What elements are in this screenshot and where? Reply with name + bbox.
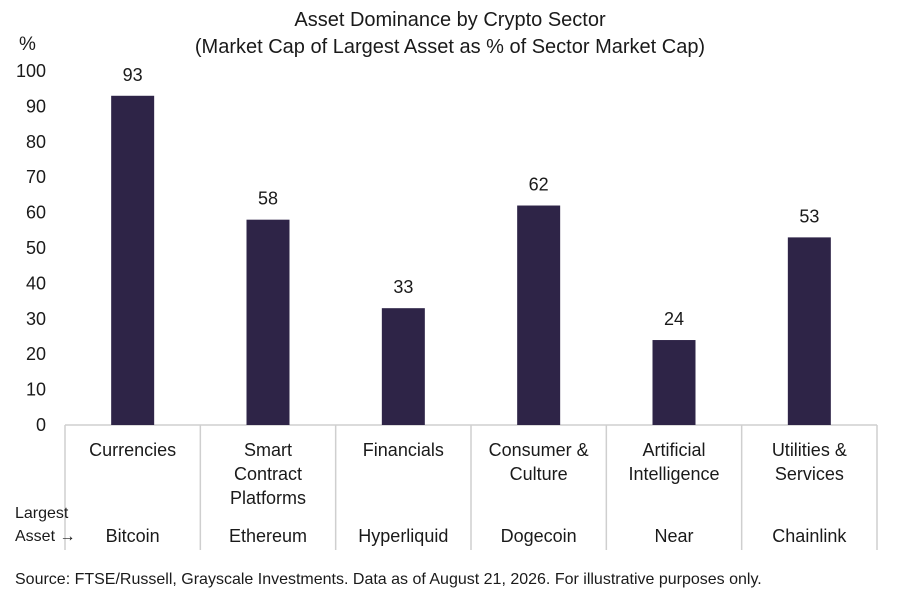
largest-asset-label-line-2: Asset → [15,528,76,545]
data-label: 53 [799,206,819,226]
data-label: 93 [123,65,143,85]
bar [246,219,290,425]
y-tick-label: 20 [26,344,46,364]
category-label: Financials [363,440,444,460]
category-label: Intelligence [628,464,719,484]
y-tick-label: 50 [26,238,46,258]
category-label: Artificial [642,440,705,460]
data-label: 33 [393,277,413,297]
y-tick-label: 100 [16,61,46,81]
y-tick-label: 0 [36,415,46,435]
largest-asset-name: Hyperliquid [358,526,448,546]
category-label: Consumer & [489,440,589,460]
bar [111,95,155,425]
y-tick-label: 80 [26,132,46,152]
y-tick-label: 40 [26,273,46,293]
category-label: Platforms [230,488,306,508]
chart-title: Asset Dominance by Crypto Sector [294,9,606,31]
y-tick-label: 90 [26,96,46,116]
largest-asset-name: Chainlink [772,526,847,546]
category-label: Currencies [89,440,176,460]
largest-asset-name: Bitcoin [106,526,160,546]
chart-subtitle: (Market Cap of Largest Asset as % of Sec… [194,36,706,58]
category-label: Utilities & [772,440,847,460]
y-tick-label: 60 [26,203,46,223]
y-axis-unit-label: % [19,34,36,55]
category-label: Contract [234,464,302,484]
source-note: Source: FTSE/Russell, Grayscale Investme… [15,571,762,588]
largest-asset-name: Ethereum [229,526,307,546]
category-label: Culture [510,464,568,484]
data-label: 24 [664,309,684,329]
bar [787,237,831,425]
largest-asset-label-line-1: Largest [15,505,69,522]
y-tick-label: 70 [26,167,46,187]
category-label: Smart [244,440,292,460]
y-tick-label: 30 [26,309,46,329]
bar [517,205,561,425]
y-tick-label: 10 [26,380,46,400]
largest-asset-name: Dogecoin [501,526,577,546]
category-label: Services [775,464,844,484]
largest-asset-name: Near [654,526,693,546]
bar [381,308,425,425]
data-label: 58 [258,189,278,209]
bar [652,340,696,425]
data-label: 62 [529,175,549,195]
